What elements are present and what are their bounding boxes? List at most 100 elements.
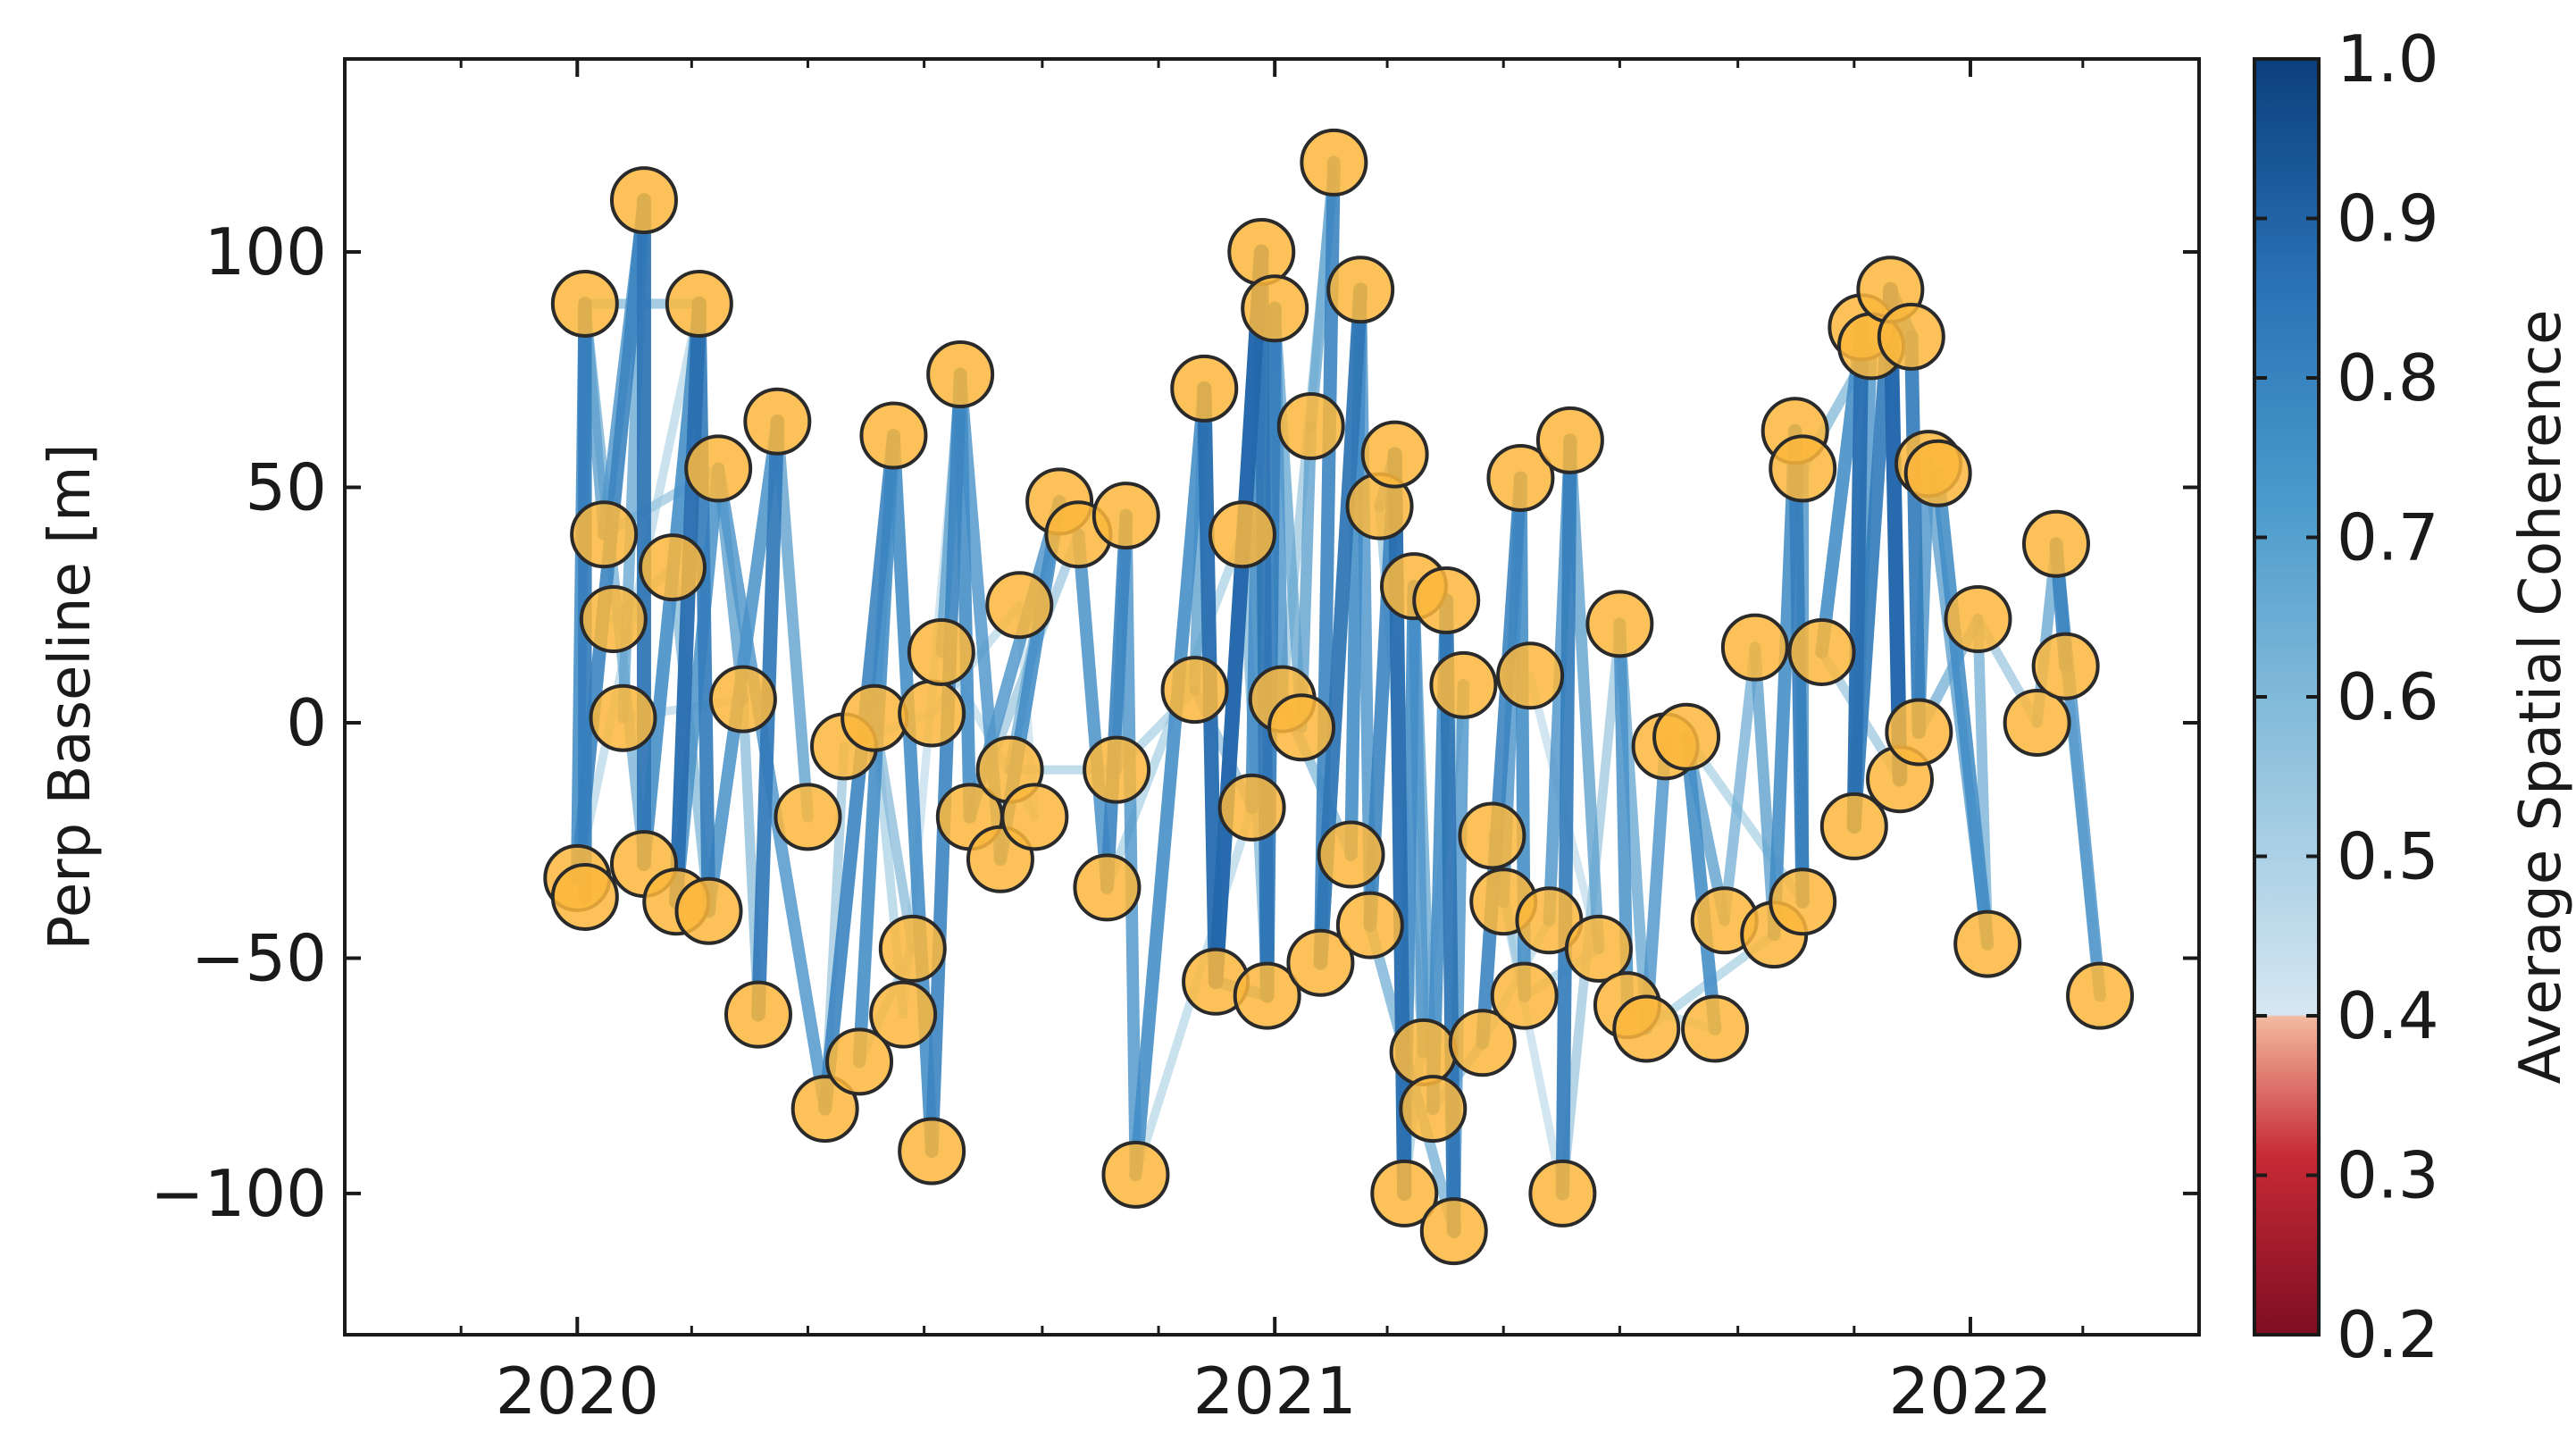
pair-line <box>1931 466 1995 951</box>
colorbar-tick-label: 0.7 <box>2337 500 2439 575</box>
acquisition-point <box>2003 688 2071 757</box>
acquisition-point <box>665 270 733 339</box>
acquisition-point <box>1953 909 2022 978</box>
acquisition-point <box>550 862 619 931</box>
acquisition-point <box>825 1027 894 1096</box>
acquisition-point <box>1000 783 1069 851</box>
acquisition-point <box>1535 406 1604 474</box>
colorbar-tick-label: 0.6 <box>2337 659 2439 734</box>
acquisition-point <box>1233 961 1301 1030</box>
acquisition-point <box>1267 693 1336 762</box>
acquisition-point <box>1101 1140 1170 1209</box>
acquisition-point <box>1585 590 1654 658</box>
acquisition-point <box>878 914 947 983</box>
acquisition-point <box>743 387 812 456</box>
acquisition-point <box>2031 632 2100 700</box>
pair-line <box>1072 528 1114 894</box>
colorbar-ticks: 1.0 0.9 0.8 0.7 0.6 0.5 0.4 0.3 0.2 <box>2254 21 2439 1372</box>
acquisition-point <box>926 340 995 409</box>
colorbar-tick-label: 0.3 <box>2337 1138 2439 1213</box>
acquisition-point <box>2066 961 2135 1030</box>
acquisition-point <box>907 617 975 686</box>
colorbar-tick-label: 0.5 <box>2337 819 2439 894</box>
plot-frame <box>343 57 2201 1337</box>
pair-line <box>1119 509 1142 1181</box>
colorbar-title: Average Spatial Coherence <box>2508 309 2574 1084</box>
acquisition-point <box>869 980 938 1049</box>
acquisition-point <box>1681 994 1750 1063</box>
acquisition-point <box>1286 928 1355 997</box>
x-axis: 2020 2021 2022 <box>496 59 2053 1429</box>
pair-line <box>1719 641 1761 926</box>
colorbar-tick-label: 0.8 <box>2337 340 2439 415</box>
acquisition-point <box>1160 656 1229 725</box>
acquisition-point <box>708 665 777 733</box>
acquisition-point <box>1490 961 1559 1030</box>
y-tick-label: −100 <box>150 1156 327 1231</box>
y-tick-label: −50 <box>191 920 327 995</box>
pair-line <box>924 367 967 1159</box>
acquisition-point <box>1769 434 1837 503</box>
pair-line <box>771 415 814 823</box>
pair-line <box>1846 320 1869 834</box>
acquisition-point <box>1317 820 1385 889</box>
acquisition-point <box>1335 891 1404 960</box>
acquisition-point <box>1458 801 1526 870</box>
acquisition-point <box>1877 302 1945 371</box>
acquisition-point <box>723 980 792 1049</box>
acquisition-point <box>1389 1018 1458 1086</box>
acquisition-point <box>1652 702 1721 771</box>
acquisition-point <box>2021 509 2090 578</box>
colorbar-tick-label: 0.9 <box>2337 181 2439 256</box>
colorbar-tick-label: 0.4 <box>2337 978 2439 1053</box>
acquisition-point <box>570 500 639 569</box>
acquisition-point <box>1412 566 1481 634</box>
acquisition-point <box>841 683 909 752</box>
y-axis: 100 50 0 −50 −100 <box>150 214 2199 1231</box>
acquisition-point <box>1217 773 1286 842</box>
acquisition-point <box>898 679 966 748</box>
acquisition-point <box>985 571 1054 640</box>
x-tick-label: 2022 <box>1888 1353 2052 1429</box>
acquisition-point <box>1720 613 1789 682</box>
acquisition-point <box>1564 914 1633 983</box>
pair-line <box>1254 245 1275 1003</box>
acquisition-point <box>589 683 657 752</box>
acquisition-point <box>1528 1159 1597 1228</box>
acquisition-point <box>1429 650 1498 719</box>
pair-line <box>1476 471 1527 1050</box>
acquisition-point <box>1399 1075 1468 1144</box>
acquisition-point <box>1073 853 1142 922</box>
acquisition-point <box>774 783 842 851</box>
acquisition-point <box>1241 274 1309 343</box>
acquisition-points <box>543 128 2135 1266</box>
acquisition-point <box>550 270 619 339</box>
acquisition-point <box>1419 1197 1488 1266</box>
acquisition-point <box>1360 420 1429 489</box>
acquisition-point <box>1300 128 1368 197</box>
acquisition-point <box>1819 792 1888 860</box>
pair-line <box>1679 730 1722 1035</box>
acquisition-point <box>1944 585 2012 654</box>
acquisition-point <box>1170 354 1239 423</box>
x-minor-ticks <box>343 59 2201 1335</box>
acquisition-point <box>1769 867 1837 936</box>
acquisition-point <box>1612 994 1681 1063</box>
pair-line <box>1100 508 1133 894</box>
pair-line <box>1208 244 1269 990</box>
y-tick-label: 0 <box>286 685 327 760</box>
acquisition-point <box>1885 698 1953 767</box>
acquisition-point <box>684 434 753 503</box>
acquisition-point <box>1486 443 1555 512</box>
acquisition-point <box>674 876 743 945</box>
acquisition-point <box>1208 500 1276 569</box>
acquisition-point <box>638 533 707 602</box>
y-tick-label: 50 <box>245 450 327 525</box>
acquisition-point <box>1276 392 1345 461</box>
acquisition-point <box>1091 482 1160 550</box>
acquisition-point <box>579 585 648 654</box>
y-tick-label: 100 <box>205 214 327 289</box>
acquisition-point <box>1448 1009 1517 1077</box>
acquisition-point <box>1326 256 1395 324</box>
